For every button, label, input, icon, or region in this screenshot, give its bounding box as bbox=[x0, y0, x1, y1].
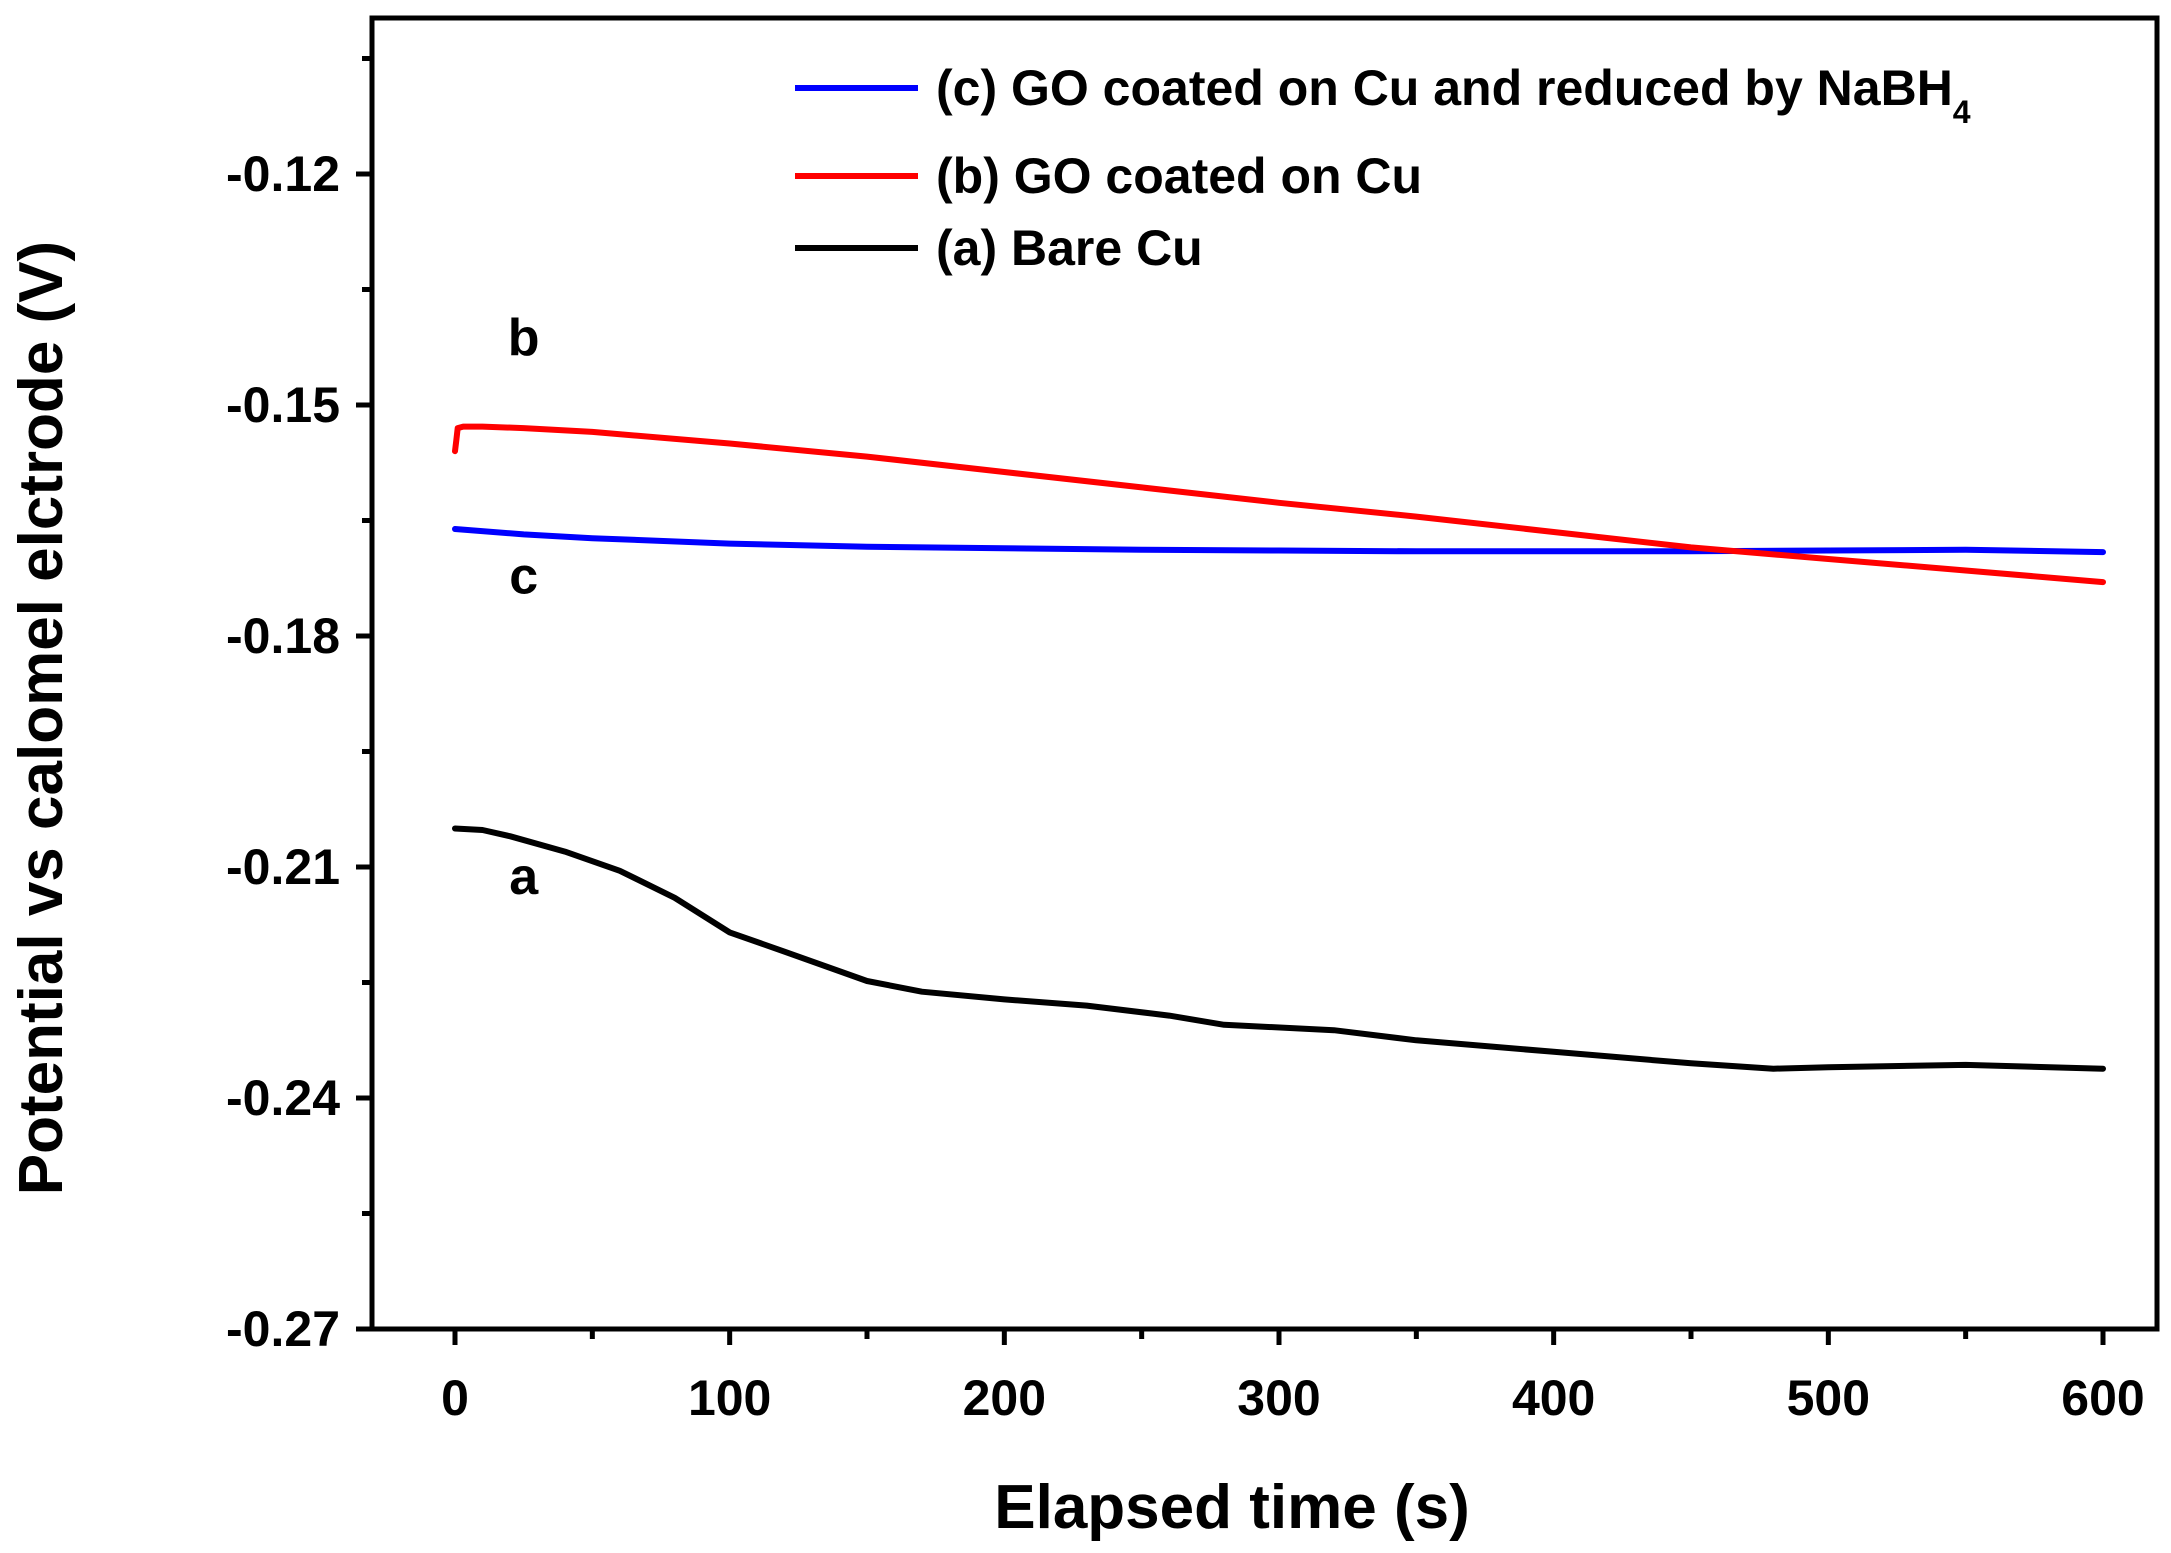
axes: 0 100 200 300 400 500 600 -0.27 -0.24 -0.21 -0.18 -… bbox=[226, 15, 2160, 1426]
legend-entry-b: (b) GO coated on Cu bbox=[936, 148, 1422, 204]
x-axis-title: Elapsed time (s) bbox=[994, 1473, 1469, 1542]
plot-frame bbox=[369, 15, 2160, 1332]
curve-labels: c b a bbox=[508, 309, 540, 906]
x-tick-label: 400 bbox=[1512, 1370, 1595, 1426]
series-layer bbox=[452, 423, 2106, 1072]
y-tick-label: -0.24 bbox=[226, 1070, 340, 1126]
legend-entry-a: (a) Bare Cu bbox=[936, 220, 1203, 276]
curve-label-c: c bbox=[509, 548, 538, 606]
series-line-c bbox=[452, 526, 2106, 556]
y-tick-label: -0.27 bbox=[226, 1301, 340, 1357]
series-line-a bbox=[452, 825, 2106, 1072]
y-tick-label: -0.18 bbox=[226, 608, 340, 664]
y-axis-title: Potential vs calomel elctrode (V) bbox=[7, 241, 76, 1195]
x-tick-label: 0 bbox=[441, 1370, 469, 1426]
x-tick-label: 600 bbox=[2061, 1370, 2144, 1426]
x-tick-label: 200 bbox=[963, 1370, 1046, 1426]
curve-label-b: b bbox=[508, 309, 540, 367]
curve-label-a: a bbox=[509, 848, 539, 906]
y-tick-label: -0.21 bbox=[226, 839, 340, 895]
x-tick-label: 300 bbox=[1237, 1370, 1320, 1426]
x-tick-label: 100 bbox=[688, 1370, 771, 1426]
series-line-b bbox=[452, 423, 2106, 586]
legend-subscript: 4 bbox=[1953, 94, 1971, 130]
y-tick-label: -0.15 bbox=[226, 377, 340, 433]
x-tick-label: 500 bbox=[1787, 1370, 1870, 1426]
y-tick-label: -0.12 bbox=[226, 146, 340, 202]
